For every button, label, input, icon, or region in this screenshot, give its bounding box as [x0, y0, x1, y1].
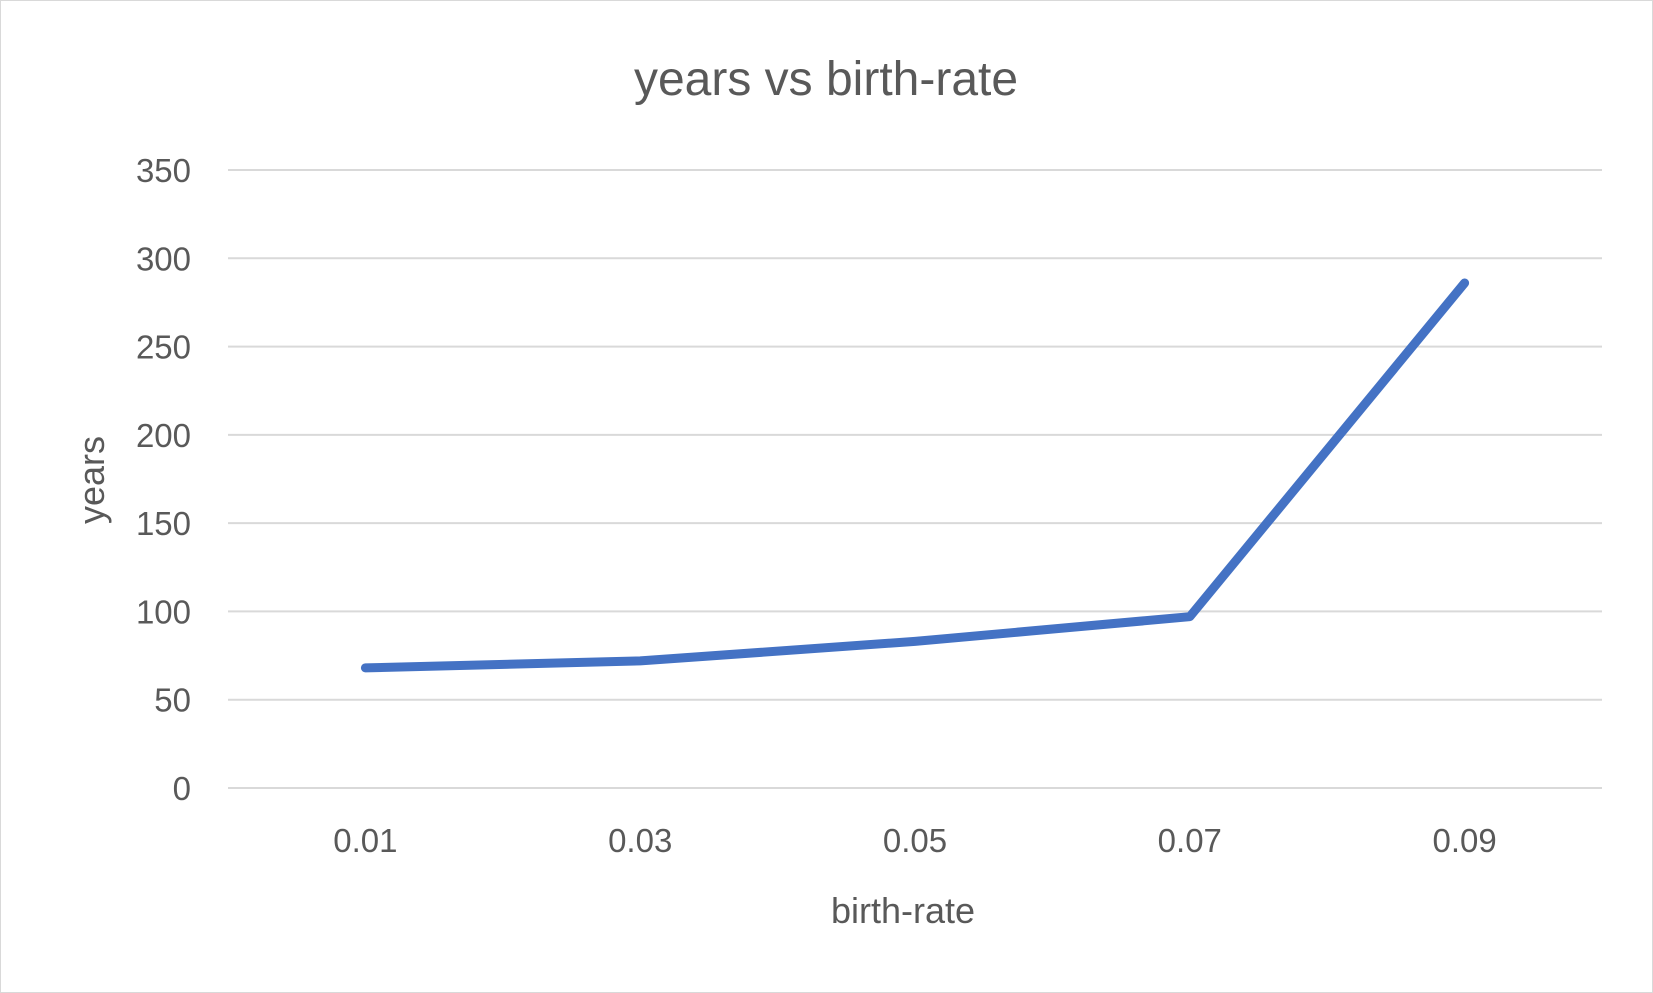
chart-title: years vs birth-rate: [634, 53, 1018, 106]
y-axis-tick-labels: 0 50 100 150 200 250 300 350: [136, 152, 191, 807]
series-line-0: [360, 278, 1470, 673]
y-tick-label: 250: [136, 329, 191, 366]
y-tick-label: 50: [154, 682, 191, 719]
y-tick-label: 150: [136, 505, 191, 542]
x-tick-label: 0.09: [1432, 822, 1496, 859]
x-tick-label: 0.01: [333, 822, 397, 859]
y-tick-label: 300: [136, 240, 191, 277]
y-tick-label: 200: [136, 417, 191, 454]
x-tick-label: 0.05: [883, 822, 947, 859]
y-tick-label: 0: [173, 770, 191, 807]
y-tick-label: 350: [136, 152, 191, 189]
x-axis-label: birth-rate: [831, 890, 975, 931]
x-tick-label: 0.07: [1158, 822, 1222, 859]
y-axis-label: years: [71, 436, 112, 524]
x-axis-tick-labels: 0.01 0.03 0.05 0.07 0.09: [333, 822, 1496, 859]
gridlines: [228, 169, 1602, 789]
y-tick-label: 100: [136, 593, 191, 630]
series-lines: [360, 278, 1470, 673]
x-tick-label: 0.03: [608, 822, 672, 859]
